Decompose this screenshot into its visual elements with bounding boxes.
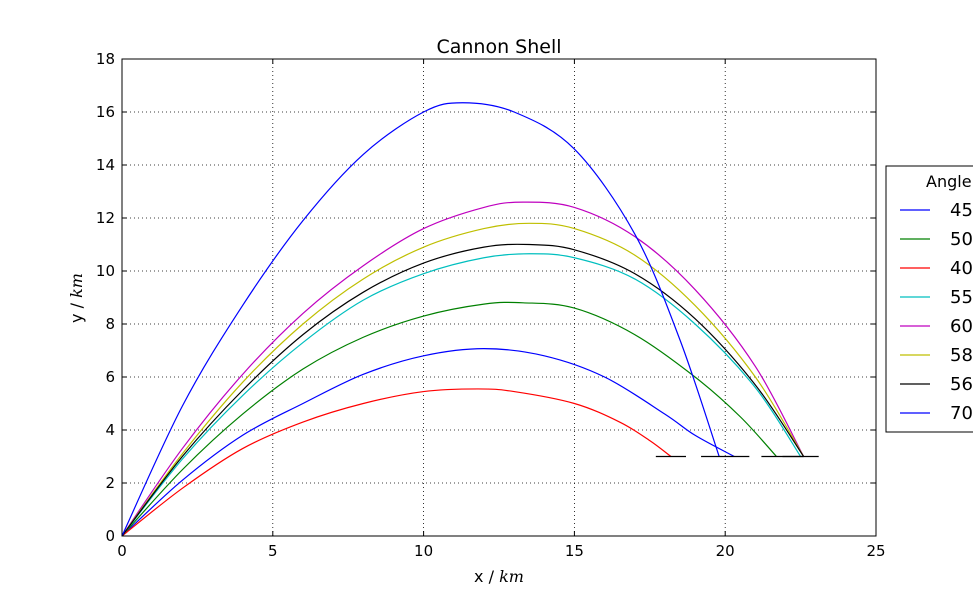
legend-label-70: 70: [950, 403, 973, 424]
legend-label-45: 45: [950, 200, 973, 221]
legend-items: 45 50 40 55 60 58 56 70: [900, 200, 973, 424]
legend-label-40: 40: [950, 258, 973, 279]
y-ticks: 0 2 4 6 8 10 12 14 16 18: [96, 50, 876, 545]
x-axis-label: x / km: [474, 567, 524, 586]
series-layer: [121, 102, 805, 537]
series-line-50: [121, 301, 777, 537]
y-tick-label: 14: [96, 156, 115, 174]
series-line-60: [121, 201, 805, 537]
legend-label-50: 50: [950, 229, 973, 250]
x-tick-label: 5: [268, 542, 278, 560]
grid-layer: [121, 58, 877, 537]
x-tick-label: 25: [866, 542, 885, 560]
series-line-55: [121, 253, 802, 537]
x-tick-label: 10: [414, 542, 433, 560]
legend-label-58: 58: [950, 345, 973, 366]
y-tick-label: 2: [105, 474, 115, 492]
x-tick-label: 15: [565, 542, 584, 560]
x-tick-label: 20: [716, 542, 735, 560]
series-line-58: [121, 222, 805, 537]
series-line-40: [121, 388, 672, 537]
plot-area-frame: [121, 58, 877, 537]
x-tick-label: 0: [117, 542, 127, 560]
y-tick-label: 4: [105, 421, 115, 439]
series-line-70: [121, 102, 720, 537]
series-line-56: [121, 243, 805, 537]
y-tick-label: 10: [96, 262, 115, 280]
legend-label-56: 56: [950, 374, 973, 395]
series-line-45: [121, 348, 735, 537]
x-ticks: 0 5 10 15 20 25: [117, 59, 886, 560]
y-tick-label: 0: [105, 527, 115, 545]
legend: Angle 45 50 40 55 60 58 56 70: [885, 165, 973, 433]
legend-label-55: 55: [950, 287, 973, 308]
legend-label-60: 60: [950, 316, 973, 337]
y-tick-label: 8: [105, 315, 115, 333]
y-tick-label: 16: [96, 103, 115, 121]
y-tick-label: 18: [96, 50, 115, 68]
y-tick-label: 12: [96, 209, 115, 227]
y-tick-label: 6: [105, 368, 115, 386]
chart-title: Cannon Shell: [436, 36, 561, 58]
legend-title: Angle: [926, 172, 972, 191]
y-axis-label: y / km: [67, 273, 86, 323]
